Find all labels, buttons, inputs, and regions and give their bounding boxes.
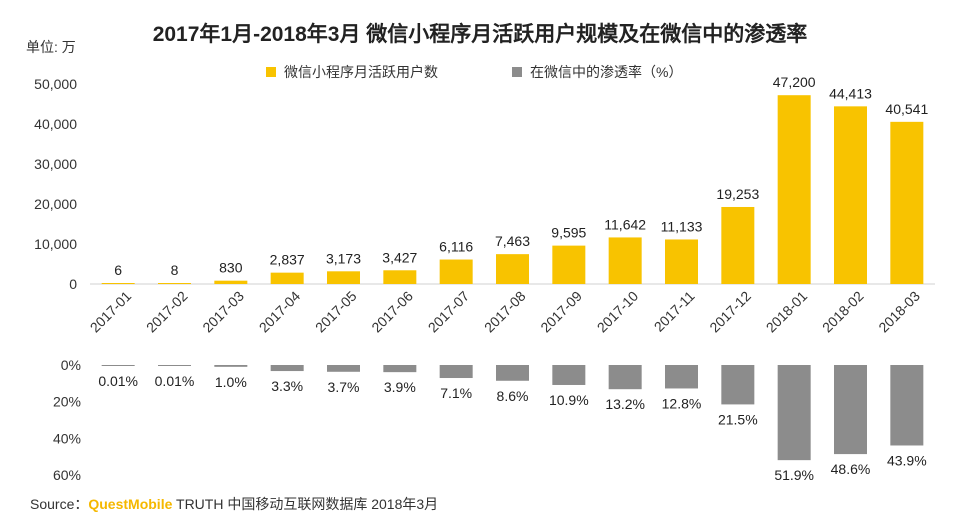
data-label-penetration: 0.01%: [155, 373, 195, 389]
bar-penetration: [496, 365, 529, 381]
data-label-mau: 830: [219, 260, 243, 276]
x-tick-label: 2018-01: [763, 288, 811, 336]
data-label-penetration: 3.9%: [384, 379, 416, 395]
data-label-penetration: 1.0%: [215, 374, 247, 390]
x-tick-label: 2017-01: [87, 288, 135, 336]
data-label-penetration: 51.9%: [774, 467, 814, 483]
data-label-penetration: 48.6%: [831, 461, 871, 477]
legend-label-mau: 微信小程序月活跃用户数: [284, 64, 438, 80]
data-label-penetration: 3.7%: [328, 379, 360, 395]
data-label-mau: 44,413: [829, 85, 872, 101]
x-tick-label: 2017-03: [199, 288, 247, 336]
bar-penetration: [101, 365, 135, 366]
bar-mau: [890, 121, 924, 284]
data-label-mau: 11,133: [661, 218, 703, 234]
y-tick-label-penetration: 20%: [53, 394, 81, 410]
bar-penetration: [214, 365, 248, 367]
bar-mau: [834, 106, 867, 285]
legend-label-penetration: 在微信中的渗透率（%）: [530, 64, 683, 80]
data-label-penetration: 8.6%: [497, 388, 529, 404]
bar-penetration: [327, 365, 360, 372]
x-tick-label: 2017-02: [143, 288, 191, 336]
x-tick-label: 2017-12: [706, 288, 754, 336]
data-label-penetration: 3.3%: [271, 378, 303, 394]
bar-penetration: [665, 365, 698, 389]
bar-penetration: [721, 365, 755, 405]
bar-mau: [158, 283, 191, 284]
data-label-penetration: 43.9%: [887, 452, 927, 468]
bar-mau: [721, 206, 755, 284]
bar-penetration: [608, 365, 642, 390]
source-prefix: Source：: [30, 496, 89, 512]
x-tick-label: 2017-04: [256, 288, 304, 336]
y-tick-label: 10,000: [34, 236, 77, 252]
data-label-penetration: 10.9%: [549, 392, 589, 408]
bar-mau: [383, 270, 417, 284]
data-label-mau: 6,116: [439, 239, 473, 255]
bar-mau: [439, 259, 473, 284]
bar-penetration: [552, 365, 586, 385]
x-tick-label: 2017-10: [594, 288, 642, 336]
bar-mau: [777, 95, 811, 284]
y-tick-label-penetration: 60%: [53, 467, 81, 483]
data-label-mau: 40,541: [885, 101, 928, 117]
legend-swatch-mau: [266, 67, 276, 77]
bar-mau: [270, 272, 304, 284]
bar-mau: [327, 271, 360, 284]
y-tick-label-penetration: 40%: [53, 430, 81, 446]
unit-label: 单位: 万: [26, 39, 76, 55]
data-label-penetration: 12.8%: [662, 395, 702, 411]
data-label-mau: 6: [114, 262, 122, 278]
source-rest: TRUTH 中国移动互联网数据库 2018年3月: [172, 496, 439, 512]
bar-penetration: [777, 365, 811, 461]
data-label-mau: 9,595: [551, 225, 586, 241]
y-tick-label: 40,000: [34, 116, 77, 132]
x-tick-label: 2017-08: [481, 288, 529, 336]
legend-swatch-penetration: [512, 67, 522, 77]
data-label-penetration: 21.5%: [718, 411, 758, 427]
data-label-mau: 11,642: [604, 216, 646, 232]
data-label-mau: 47,200: [773, 74, 816, 90]
bar-mau: [552, 245, 586, 284]
chart-title: 2017年1月-2018年3月 微信小程序月活跃用户规模及在微信中的渗透率: [152, 23, 808, 46]
bar-mau: [214, 280, 248, 284]
y-tick-label: 0: [69, 276, 77, 292]
data-label-mau: 2,837: [270, 252, 305, 268]
data-label-penetration: 13.2%: [605, 396, 645, 412]
y-tick-label: 20,000: [34, 196, 77, 212]
legend-item-mau: 微信小程序月活跃用户数: [266, 62, 438, 82]
source-note: Source：QuestMobile TRUTH 中国移动互联网数据库 2018…: [30, 494, 438, 514]
x-tick-label: 2017-09: [537, 288, 585, 336]
data-label-mau: 8: [171, 262, 179, 278]
legend-item-penetration: 在微信中的渗透率（%）: [512, 62, 682, 82]
y-tick-label: 50,000: [34, 76, 77, 92]
bar-mau: [665, 239, 698, 284]
bar-penetration: [158, 365, 191, 366]
data-label-mau: 3,173: [326, 250, 361, 266]
x-tick-label: 2017-05: [312, 288, 360, 336]
bar-penetration: [270, 365, 304, 372]
bar-penetration: [383, 365, 417, 373]
source-brand: QuestMobile: [88, 496, 173, 512]
bar-mau: [101, 283, 135, 284]
x-tick-label: 2017-06: [368, 288, 416, 336]
bar-penetration: [890, 365, 924, 446]
x-tick-label: 2018-03: [875, 288, 923, 336]
x-tick-label: 2018-02: [819, 288, 867, 336]
y-tick-label-penetration: 0%: [61, 357, 81, 373]
bar-penetration: [834, 365, 867, 455]
data-label-penetration: 0.01%: [98, 373, 138, 389]
data-label-penetration: 7.1%: [440, 385, 472, 401]
bar-penetration: [439, 365, 473, 379]
data-label-mau: 3,427: [382, 249, 417, 265]
data-label-mau: 7,463: [495, 233, 530, 249]
x-tick-label: 2017-07: [425, 288, 473, 336]
x-tick-label: 2017-11: [651, 288, 698, 335]
bar-mau: [608, 237, 642, 284]
data-label-mau: 19,253: [716, 186, 759, 202]
bar-mau: [496, 254, 529, 284]
y-tick-label: 30,000: [34, 156, 77, 172]
